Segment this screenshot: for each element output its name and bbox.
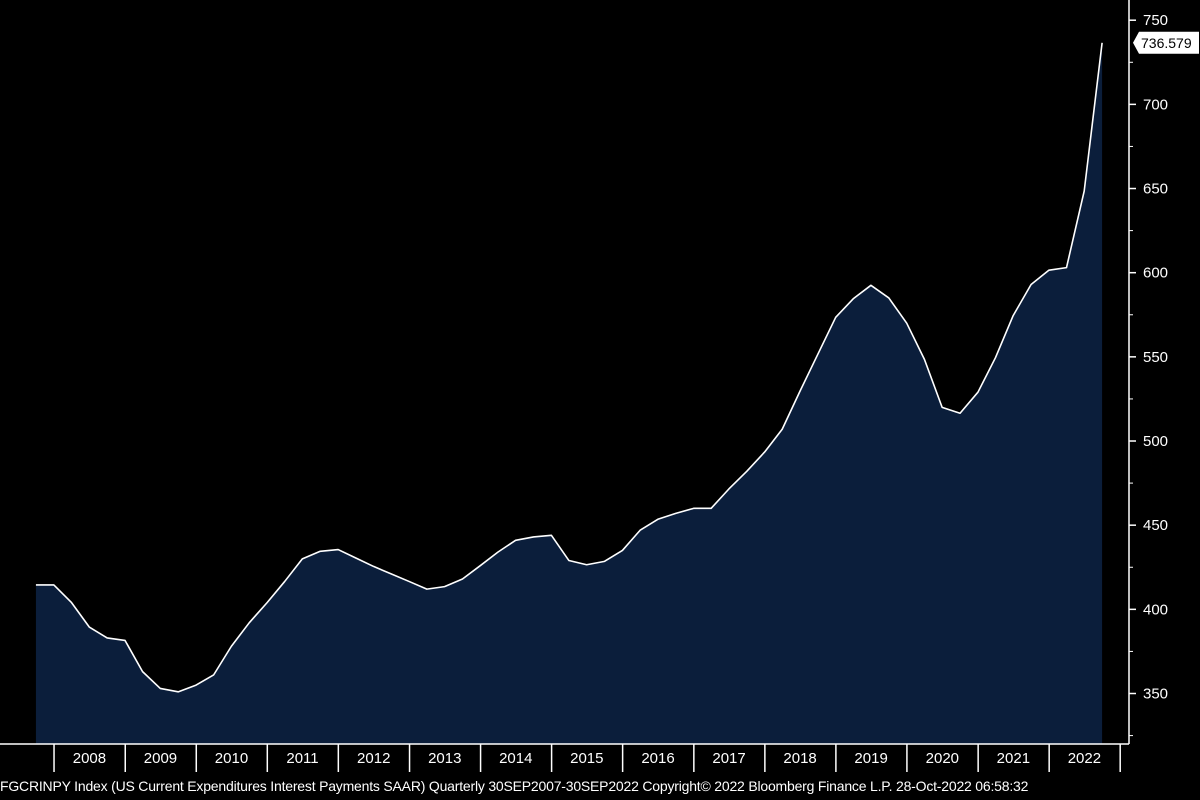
plot-area bbox=[35, 42, 1103, 744]
y-tick-label: 750 bbox=[1143, 12, 1168, 29]
y-tick-label: 550 bbox=[1143, 349, 1168, 366]
y-tick-label: 500 bbox=[1143, 433, 1168, 450]
last-value-marker: 736.579 bbox=[1133, 31, 1199, 54]
series-area bbox=[35, 42, 1103, 744]
y-tick-label: 650 bbox=[1143, 181, 1168, 198]
x-tick-label: 2010 bbox=[215, 750, 248, 767]
y-tick-label: 700 bbox=[1143, 96, 1168, 113]
x-tick-label: 2013 bbox=[428, 750, 461, 767]
last-value-box bbox=[1133, 31, 1199, 54]
x-tick-label: 2016 bbox=[641, 750, 674, 767]
y-axis-ticks: 350 400 450 500 550 600 650 700 750 bbox=[1129, 12, 1168, 737]
x-tick-label: 2014 bbox=[499, 750, 532, 767]
y-tick-label: 600 bbox=[1143, 265, 1168, 282]
y-tick-label: 350 bbox=[1143, 686, 1168, 703]
area-chart: 350 400 450 500 550 600 650 700 750 2008 2009 2010… bbox=[0, 0, 1199, 772]
x-tick-label: 2009 bbox=[144, 750, 177, 767]
x-tick-label: 2022 bbox=[1068, 750, 1101, 767]
y-tick-label: 400 bbox=[1143, 601, 1168, 618]
x-tick-label: 2008 bbox=[73, 750, 106, 767]
chart-footer: FGCRINPY Index (US Current Expenditures … bbox=[0, 778, 1029, 794]
x-axis-ticks: 2008 2009 2010 2011 2012 2013 2014 2015 2016 2017… bbox=[53, 744, 1121, 772]
last-value-label: 736.579 bbox=[1141, 35, 1192, 51]
y-tick-label: 450 bbox=[1143, 517, 1168, 534]
x-tick-label: 2012 bbox=[357, 750, 390, 767]
x-tick-label: 2015 bbox=[570, 750, 603, 767]
x-tick-label: 2021 bbox=[997, 750, 1030, 767]
x-tick-label: 2018 bbox=[783, 750, 816, 767]
x-tick-label: 2011 bbox=[286, 750, 318, 767]
x-tick-label: 2017 bbox=[712, 750, 745, 767]
x-tick-label: 2019 bbox=[854, 750, 887, 767]
x-tick-label: 2020 bbox=[926, 750, 959, 767]
